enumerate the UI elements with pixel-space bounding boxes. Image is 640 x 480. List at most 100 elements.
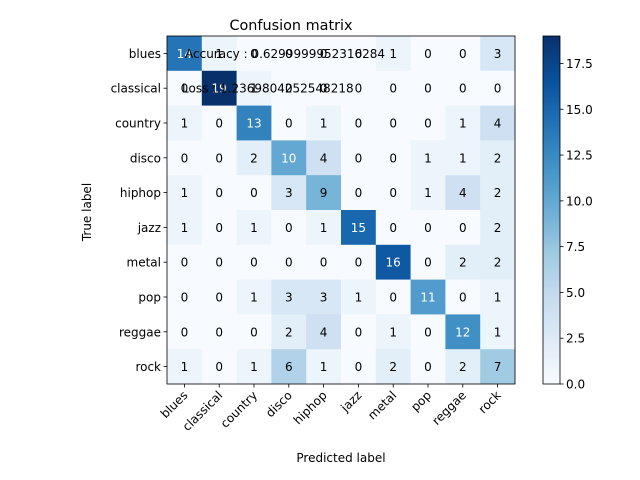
colorbar-tick-label: 15.0 xyxy=(566,103,593,117)
cell-value-label: 0 xyxy=(215,256,223,270)
heatmap-cell xyxy=(306,36,342,72)
heatmap-cell xyxy=(236,279,272,315)
heatmap-cell xyxy=(201,279,237,315)
cell-value-label: 0 xyxy=(285,256,293,270)
cell-value-label: 1 xyxy=(250,291,258,305)
cell-value-label: 1 xyxy=(494,325,502,339)
heatmap-cell xyxy=(236,244,272,280)
cell-value-label: 0 xyxy=(181,82,189,96)
cell-value-label: 0 xyxy=(389,82,397,96)
heatmap-cell xyxy=(410,70,446,106)
heatmap-cell xyxy=(271,210,307,246)
cell-value-label: 1 xyxy=(424,186,432,200)
heatmap-cell xyxy=(445,36,481,72)
cell-value-label: 6 xyxy=(285,360,293,374)
cell-value-label: 2 xyxy=(494,186,502,200)
cell-value-label: 16 xyxy=(386,256,401,270)
cell-value-label: 1 xyxy=(389,325,397,339)
cell-value-label: 19 xyxy=(212,82,227,96)
cell-value-label: 1 xyxy=(355,291,363,305)
cell-value-label: 0 xyxy=(424,325,432,339)
cell-value-label: 2 xyxy=(494,221,502,235)
heatmap-cell xyxy=(480,210,516,246)
plot-frame xyxy=(166,35,516,385)
heatmap-cell xyxy=(201,140,237,176)
heatmap-cell xyxy=(236,210,272,246)
heatmap-cell xyxy=(271,105,307,141)
cell-value-label: 1 xyxy=(459,117,467,131)
heatmap-cell xyxy=(271,314,307,350)
cell-value-label: 2 xyxy=(494,151,502,165)
heatmap-cell xyxy=(480,70,516,106)
cell-value-label: 0 xyxy=(320,82,328,96)
heatmap-cell xyxy=(306,314,342,350)
heatmap-cell xyxy=(410,314,446,350)
heatmap-cell xyxy=(375,349,411,385)
heatmap-cell xyxy=(236,140,272,176)
cell-value-label: 1 xyxy=(494,291,502,305)
heatmap-cell xyxy=(236,349,272,385)
heatmap-cell xyxy=(341,244,377,280)
cell-value-label: 0 xyxy=(389,151,397,165)
cell-value-label: 0 xyxy=(215,186,223,200)
heatmap-cell xyxy=(341,36,377,72)
heatmap-cell xyxy=(480,105,516,141)
heatmap-cell xyxy=(341,279,377,315)
cell-value-label: 0 xyxy=(285,82,293,96)
cell-value-label: 1 xyxy=(459,151,467,165)
cell-value-label: 0 xyxy=(215,360,223,374)
heatmap-cell xyxy=(306,349,342,385)
cell-value-label: 0 xyxy=(285,47,293,61)
cell-value-label: 0 xyxy=(181,325,189,339)
cell-value-label: 1 xyxy=(250,221,258,235)
heatmap-cell xyxy=(445,210,481,246)
heatmap-cell xyxy=(445,140,481,176)
heatmap-cell xyxy=(236,105,272,141)
heatmap-cell xyxy=(236,175,272,211)
cell-value-label: 1 xyxy=(389,47,397,61)
cell-value-label: 2 xyxy=(459,360,467,374)
heatmap-cell xyxy=(167,210,203,246)
cell-value-label: 2 xyxy=(494,256,502,270)
heatmap-cell xyxy=(341,105,377,141)
y-axis-label: True label xyxy=(80,183,94,242)
heatmap-cell xyxy=(375,210,411,246)
heatmap-cell xyxy=(445,175,481,211)
accuracy-annotation: Accuracy : 0.6299999952316284 xyxy=(185,47,385,61)
heatmap-cell xyxy=(375,279,411,315)
colorbar-tick-label: 10.0 xyxy=(566,194,593,208)
cell-value-label: 1 xyxy=(181,360,189,374)
cell-value-label: 1 xyxy=(320,221,328,235)
loss-annotation: Loss : 1.2369804252548218 xyxy=(182,82,354,96)
heatmap-cell xyxy=(306,70,342,106)
heatmap-cell xyxy=(410,175,446,211)
heatmap-cell xyxy=(341,175,377,211)
chart-title: Confusion matrix xyxy=(229,18,353,34)
cell-value-label: 4 xyxy=(494,117,502,131)
x-tick-label: reggae xyxy=(429,388,469,428)
heatmap-cell xyxy=(167,279,203,315)
cell-value-label: 0 xyxy=(215,117,223,131)
heatmap-cell xyxy=(201,349,237,385)
cell-value-label: 0 xyxy=(355,151,363,165)
heatmap-cell xyxy=(201,314,237,350)
heatmap-cell xyxy=(445,279,481,315)
heatmap-cell xyxy=(167,175,203,211)
heatmap-cell xyxy=(271,175,307,211)
cell-value-label: 1 xyxy=(250,82,258,96)
y-tick-label: metal xyxy=(127,256,161,270)
cell-value-label: 13 xyxy=(246,117,261,131)
heatmap-cell xyxy=(271,140,307,176)
cell-value-label: 0 xyxy=(320,256,328,270)
cell-value-label: 0 xyxy=(459,221,467,235)
cell-value-label: 4 xyxy=(459,186,467,200)
colorbar-tick-label: 0.0 xyxy=(566,378,585,392)
cell-value-label: 0 xyxy=(215,291,223,305)
cell-value-label: 14 xyxy=(177,47,192,61)
cell-value-label: 0 xyxy=(355,117,363,131)
cell-value-label: 0 xyxy=(181,256,189,270)
y-tick-label: hiphop xyxy=(120,186,161,200)
x-tick-label: disco xyxy=(263,388,295,420)
cell-value-label: 0 xyxy=(494,82,502,96)
heatmap-cell xyxy=(445,105,481,141)
